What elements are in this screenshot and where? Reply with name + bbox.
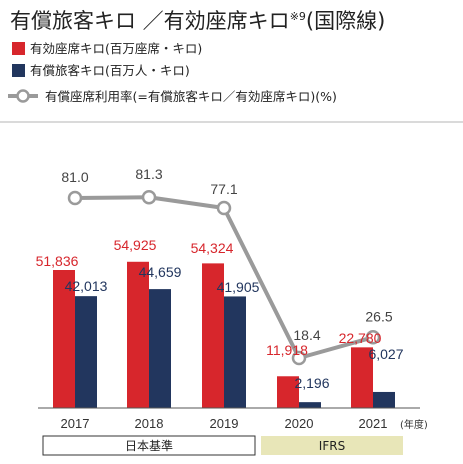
legend-label-rpk: 有償旅客キロ(百万人・キロ) xyxy=(30,63,190,78)
bar-ask-2021 xyxy=(351,347,373,408)
chart-title-scope: (国際線) xyxy=(306,9,385,33)
load-factor-label-2021: 26.5 xyxy=(365,308,392,324)
bars-group xyxy=(53,261,395,408)
x-tick-label-2021: 2021 xyxy=(359,416,388,431)
basis-ifrs-band xyxy=(261,436,403,455)
value-label-ask-2019: 54,324 xyxy=(191,240,234,256)
load-factor-label-2018: 81.3 xyxy=(135,166,162,182)
chart-title: 有償旅客キロ ／有効座席キロ※9(国際線) xyxy=(10,9,385,33)
value-label-rpk-2020: 2,196 xyxy=(294,375,329,391)
basis-ifrs-label: IFRS xyxy=(319,439,345,453)
bar-ask-2017 xyxy=(53,270,75,408)
value-label-rpk-2021: 6,027 xyxy=(368,346,403,362)
x-tick-label-2020: 2020 xyxy=(285,416,314,431)
load-factor-point-2020 xyxy=(291,350,307,366)
bar-ask-2020 xyxy=(277,376,299,408)
load-factor-label-2020: 18.4 xyxy=(293,327,320,343)
load-factor-line-group xyxy=(67,189,381,366)
bar-ask-2019 xyxy=(202,263,224,408)
x-tick-labels: 2017 2018 2019 2020 2021 xyxy=(61,416,388,431)
load-factor-label-2017: 81.0 xyxy=(61,169,88,185)
legend-swatch-rpk xyxy=(12,64,25,77)
basis-jgaap-label: 日本基準 xyxy=(125,438,173,453)
load-factor-point-2018 xyxy=(141,189,157,205)
value-label-ask-2017: 51,836 xyxy=(36,253,79,269)
value-label-ask-2021: 22,780 xyxy=(339,330,382,346)
bar-ask-2018 xyxy=(127,261,149,408)
load-factor-label-2019: 77.1 xyxy=(210,181,237,197)
x-tick-label-2019: 2019 xyxy=(210,416,239,431)
value-label-rpk-2018: 44,659 xyxy=(139,264,182,280)
bar-rpk-2019 xyxy=(224,296,246,408)
bar-rpk-2020 xyxy=(299,402,321,408)
value-label-rpk-2017: 42,013 xyxy=(65,278,108,294)
legend-label-lf: 有償座席利用率(=有償旅客キロ／有効座席キロ)(%) xyxy=(45,89,337,104)
x-tick-label-2017: 2017 xyxy=(61,416,90,431)
legend-label-ask: 有効座席キロ(百万座席・キロ) xyxy=(30,41,202,56)
load-factor-point-2021 xyxy=(365,330,381,345)
bar-rpk-2017 xyxy=(75,296,97,408)
basis-jgaap-band xyxy=(42,435,256,456)
legend-marker-lf xyxy=(16,89,30,103)
chart-title-main: 有償旅客キロ ／有効座席キロ xyxy=(10,9,290,33)
labels-group: 81.0 81.3 77.1 18.4 26.5 51,836 54,925 54,324 11… xyxy=(36,166,404,391)
load-factor-point-2017 xyxy=(67,190,83,206)
legend: 有効座席キロ(百万座席・キロ) 有償旅客キロ(百万人・キロ) 有償座席利用率(=… xyxy=(8,41,337,104)
value-label-ask-2018: 54,925 xyxy=(114,237,157,253)
chart-title-note: ※9 xyxy=(290,10,306,23)
basis-bands: 日本基準 IFRS xyxy=(42,435,403,456)
bar-rpk-2018 xyxy=(149,289,171,408)
value-label-rpk-2019: 41,905 xyxy=(217,279,260,295)
legend-swatch-ask xyxy=(12,42,25,55)
x-axis-unit-label: (年度) xyxy=(400,418,428,431)
value-label-ask-2020: 11,918 xyxy=(266,342,308,358)
x-tick-label-2018: 2018 xyxy=(135,416,164,431)
load-factor-point-2019 xyxy=(216,200,232,216)
bar-rpk-2021 xyxy=(373,391,395,408)
